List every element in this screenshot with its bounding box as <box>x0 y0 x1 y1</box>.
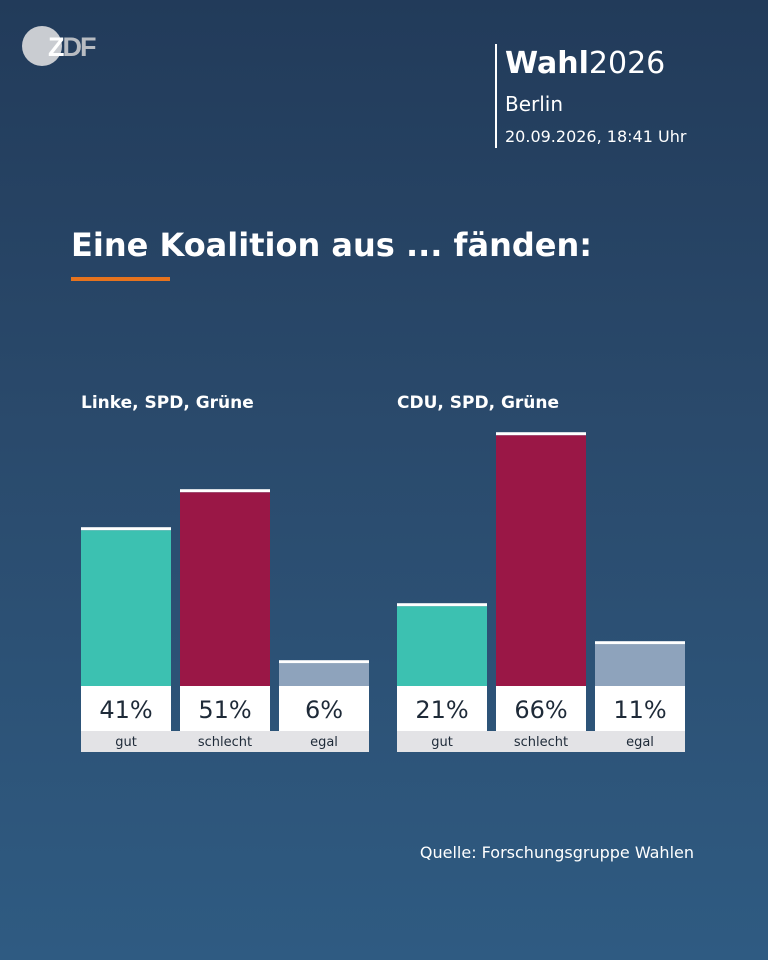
value-label-1-schlecht: 51% <box>198 696 251 724</box>
bar-2-gut <box>397 606 487 686</box>
chart-2-title: CDU, SPD, Grüne <box>397 393 560 413</box>
category-box-2-schlecht <box>496 731 586 752</box>
category-label-1-egal: egal <box>310 735 338 750</box>
brand-city: Berlin <box>505 92 564 116</box>
zdf-logo: ZDF <box>22 26 106 68</box>
source-note: Quelle: Forschungsgruppe Wahlen <box>419 843 694 862</box>
bar-cap-1-gut <box>81 527 171 531</box>
bar-cap-2-schlecht <box>496 432 586 436</box>
value-box-1-gut <box>81 686 171 731</box>
bar-cap-1-schlecht <box>180 489 270 493</box>
bar-cap-2-gut <box>397 603 487 607</box>
category-label-1-schlecht: schlecht <box>198 735 252 750</box>
brand-title-year: 2026 <box>588 46 666 81</box>
category-label-2-schlecht: schlecht <box>514 735 568 750</box>
value-box-2-schlecht <box>496 686 586 731</box>
brand-datetime: 20.09.2026, 18:41 Uhr <box>505 127 687 146</box>
value-box-2-egal <box>595 686 685 731</box>
election-brand: Wahl2026 Berlin 20.09.2026, 18:41 Uhr <box>495 44 686 148</box>
zdf-logo-circle <box>22 26 62 66</box>
value-label-1-gut: 41% <box>99 696 152 724</box>
value-box-2-gut <box>397 686 487 731</box>
value-label-1-egal: 6% <box>305 696 343 724</box>
title-underline <box>71 277 170 281</box>
bar-cap-1-egal <box>279 660 369 664</box>
bar-1-gut <box>81 530 171 686</box>
chart-1-title: Linke, SPD, Grüne <box>81 393 254 413</box>
bar-2-egal <box>595 644 685 686</box>
category-label-2-gut: gut <box>431 735 453 750</box>
brand-title: Wahl2026 <box>505 46 686 82</box>
value-label-2-egal: 11% <box>613 696 666 724</box>
value-box-1-schlecht <box>180 686 270 731</box>
zdf-logo-text: ZDF <box>48 32 96 62</box>
bar-1-egal <box>279 663 369 686</box>
bar-1-schlecht <box>180 492 270 686</box>
bar-2-schlecht <box>496 435 586 686</box>
category-gap-2-1 <box>586 731 595 752</box>
brand-title-bold: Wahl <box>505 46 589 81</box>
category-label-2-egal: egal <box>626 735 654 750</box>
category-box-2-gut <box>397 731 487 752</box>
category-box-1-schlecht <box>180 731 270 752</box>
page-title: Eine Koalition aus ... fänden: <box>71 226 593 264</box>
category-label-1-gut: gut <box>115 735 137 750</box>
value-label-2-gut: 21% <box>415 696 468 724</box>
category-gap-1-1 <box>270 731 279 752</box>
category-box-2-egal <box>595 731 685 752</box>
value-label-2-schlecht: 66% <box>514 696 567 724</box>
value-box-1-egal <box>279 686 369 731</box>
category-gap-1-0 <box>171 731 180 752</box>
bar-cap-2-egal <box>595 641 685 645</box>
category-box-1-gut <box>81 731 171 752</box>
category-gap-2-0 <box>487 731 496 752</box>
category-box-1-egal <box>279 731 369 752</box>
